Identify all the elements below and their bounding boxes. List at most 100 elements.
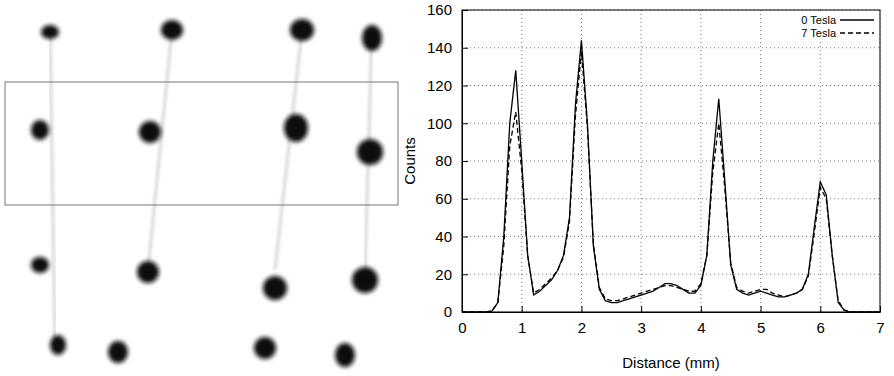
x-tick: 1 [518, 306, 526, 336]
x-tick-label: 7 [876, 319, 884, 336]
x-tick: 5 [757, 306, 765, 336]
profile-region [5, 82, 398, 205]
y-tick-label: 140 [427, 39, 452, 56]
x-tick: 2 [578, 306, 586, 336]
image-trace [50, 29, 372, 32]
legend-swatch [840, 19, 874, 20]
image-trace [40, 269, 365, 272]
y-tick-mark [462, 86, 468, 87]
image-trace [148, 30, 172, 270]
legend-label: 0 Tesla [801, 14, 837, 26]
x-axis-line [463, 312, 881, 313]
grid-line [462, 236, 880, 237]
plot-area [462, 40, 880, 312]
x-tick: 7 [876, 306, 884, 336]
image-dot [284, 114, 308, 142]
image-ground [0, 0, 400, 376]
image-trace [55, 344, 345, 347]
grid-line [462, 161, 880, 162]
y-axis: 0 20 40 60 80 100 120 140 160 [427, 1, 468, 320]
image-dot [352, 267, 378, 293]
x-tick-label: 0 [458, 319, 466, 336]
legend-label: 7 Tesla [801, 27, 837, 39]
image-dot [263, 276, 287, 300]
y-tick-label: 100 [427, 115, 452, 132]
y-tick: 140 [427, 39, 468, 56]
grid-line [462, 47, 880, 48]
x-axis-title: Distance (mm) [622, 354, 720, 371]
y-tick-label: 160 [427, 1, 452, 18]
x-tick-label: 5 [757, 319, 765, 336]
grid-line [820, 10, 821, 312]
grid-line [462, 274, 880, 275]
grid-line [760, 10, 761, 312]
phantom-image [0, 0, 400, 376]
x-tick-label: 6 [817, 319, 825, 336]
x-tick-mark [581, 306, 582, 312]
image-dot [254, 337, 276, 359]
series-line [462, 40, 880, 312]
y-tick-mark [462, 48, 468, 49]
y-tick-mark [462, 161, 468, 162]
x-tick-mark [880, 306, 881, 312]
x-tick-label: 1 [518, 319, 526, 336]
plot-frame [462, 10, 880, 312]
image-dot [41, 25, 59, 39]
y-tick: 40 [435, 228, 468, 245]
y-tick-label: 80 [435, 152, 452, 169]
x-tick-mark [701, 306, 702, 312]
x-axis: 0 1 2 3 4 5 6 7 [458, 306, 884, 336]
y-tick-mark [462, 312, 468, 313]
image-dot [139, 121, 161, 143]
grid-line [700, 10, 701, 312]
image-trace [50, 30, 55, 345]
legend-ground [778, 26, 876, 39]
x-tick-label: 4 [697, 319, 705, 336]
image-dot [357, 139, 383, 165]
x-tick-mark [820, 306, 821, 312]
x-tick: 6 [817, 306, 825, 336]
y-tick: 120 [427, 77, 468, 94]
image-dot [31, 257, 49, 273]
grid-line [462, 85, 880, 86]
grid [462, 10, 880, 312]
image-dot [290, 19, 314, 41]
y-tick-mark [462, 123, 468, 124]
y-tick-mark [462, 199, 468, 200]
image-dot [161, 20, 183, 40]
image-dot [362, 25, 382, 51]
y-tick-label: 0 [444, 303, 452, 320]
y-tick-mark [462, 10, 468, 11]
legend: 0 Tesla7 Tesla [778, 13, 876, 39]
y-tick: 160 [427, 1, 468, 18]
figure: 0 1 2 3 4 5 6 7 0 20 40 60 80 100 120 140 160 Distance (m… [0, 0, 894, 376]
y-tick-label: 120 [427, 77, 452, 94]
x-tick-label: 3 [637, 319, 645, 336]
image-trace [40, 129, 370, 132]
y-tick: 20 [435, 266, 468, 283]
y-tick-label: 20 [435, 266, 452, 283]
y-tick-mark [462, 274, 468, 275]
y-axis-title: Counts [401, 137, 418, 185]
y-tick-label: 40 [435, 228, 452, 245]
image-dot [31, 120, 49, 140]
image-dot [50, 335, 66, 355]
legend-ground [778, 13, 876, 26]
image-trace [275, 30, 302, 270]
y-tick-mark [462, 237, 468, 238]
image-dot [335, 343, 355, 367]
grid-line [641, 10, 642, 312]
y-tick: 80 [435, 152, 468, 169]
legend-swatch [840, 32, 874, 33]
image-dot [137, 261, 159, 283]
y-tick: 100 [427, 115, 468, 132]
grid-line [462, 123, 880, 124]
x-tick: 3 [637, 306, 645, 336]
x-tick: 4 [697, 306, 705, 336]
y-tick: 60 [435, 190, 468, 207]
x-tick-mark [761, 306, 762, 312]
x-tick-mark [641, 306, 642, 312]
x-tick-mark [522, 306, 523, 312]
y-tick-label: 60 [435, 190, 452, 207]
image-dot [108, 341, 128, 363]
